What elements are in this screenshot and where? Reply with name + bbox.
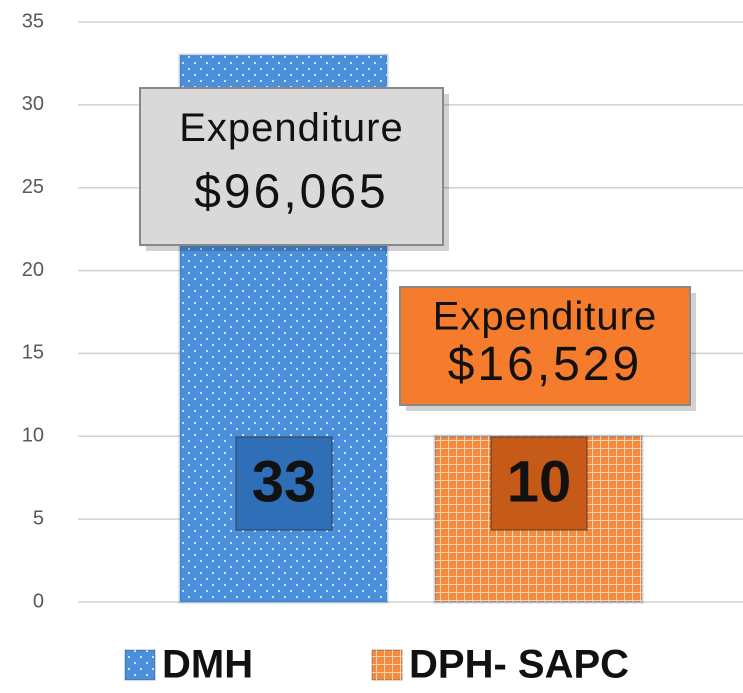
annotation-text: Expenditure — [179, 106, 403, 150]
legend-label: DMH — [162, 643, 253, 687]
y-tick-label: 30 — [22, 93, 44, 115]
data-label: 10 — [507, 449, 572, 514]
y-tick-label: 5 — [33, 507, 44, 529]
legend-swatch-texture — [125, 650, 155, 680]
annotation-text: $16,529 — [448, 338, 643, 391]
annotation-box — [139, 87, 444, 246]
y-tick-label: 25 — [22, 176, 44, 198]
data-label-box — [490, 436, 588, 531]
y-tick-label: 35 — [22, 10, 44, 32]
y-tick-label: 10 — [22, 425, 44, 447]
annotation-text: $96,065 — [194, 165, 389, 218]
data-label: 33 — [252, 449, 317, 514]
annotation-text: Expenditure — [433, 294, 657, 338]
data-label-box — [235, 436, 333, 531]
legend-label: DPH- SAPC — [409, 643, 629, 687]
annotation-box — [399, 286, 691, 406]
y-tick-label: 0 — [33, 590, 44, 612]
y-tick-label: 20 — [22, 259, 44, 281]
y-tick-label: 15 — [22, 342, 44, 364]
legend-swatch-texture — [372, 650, 402, 680]
